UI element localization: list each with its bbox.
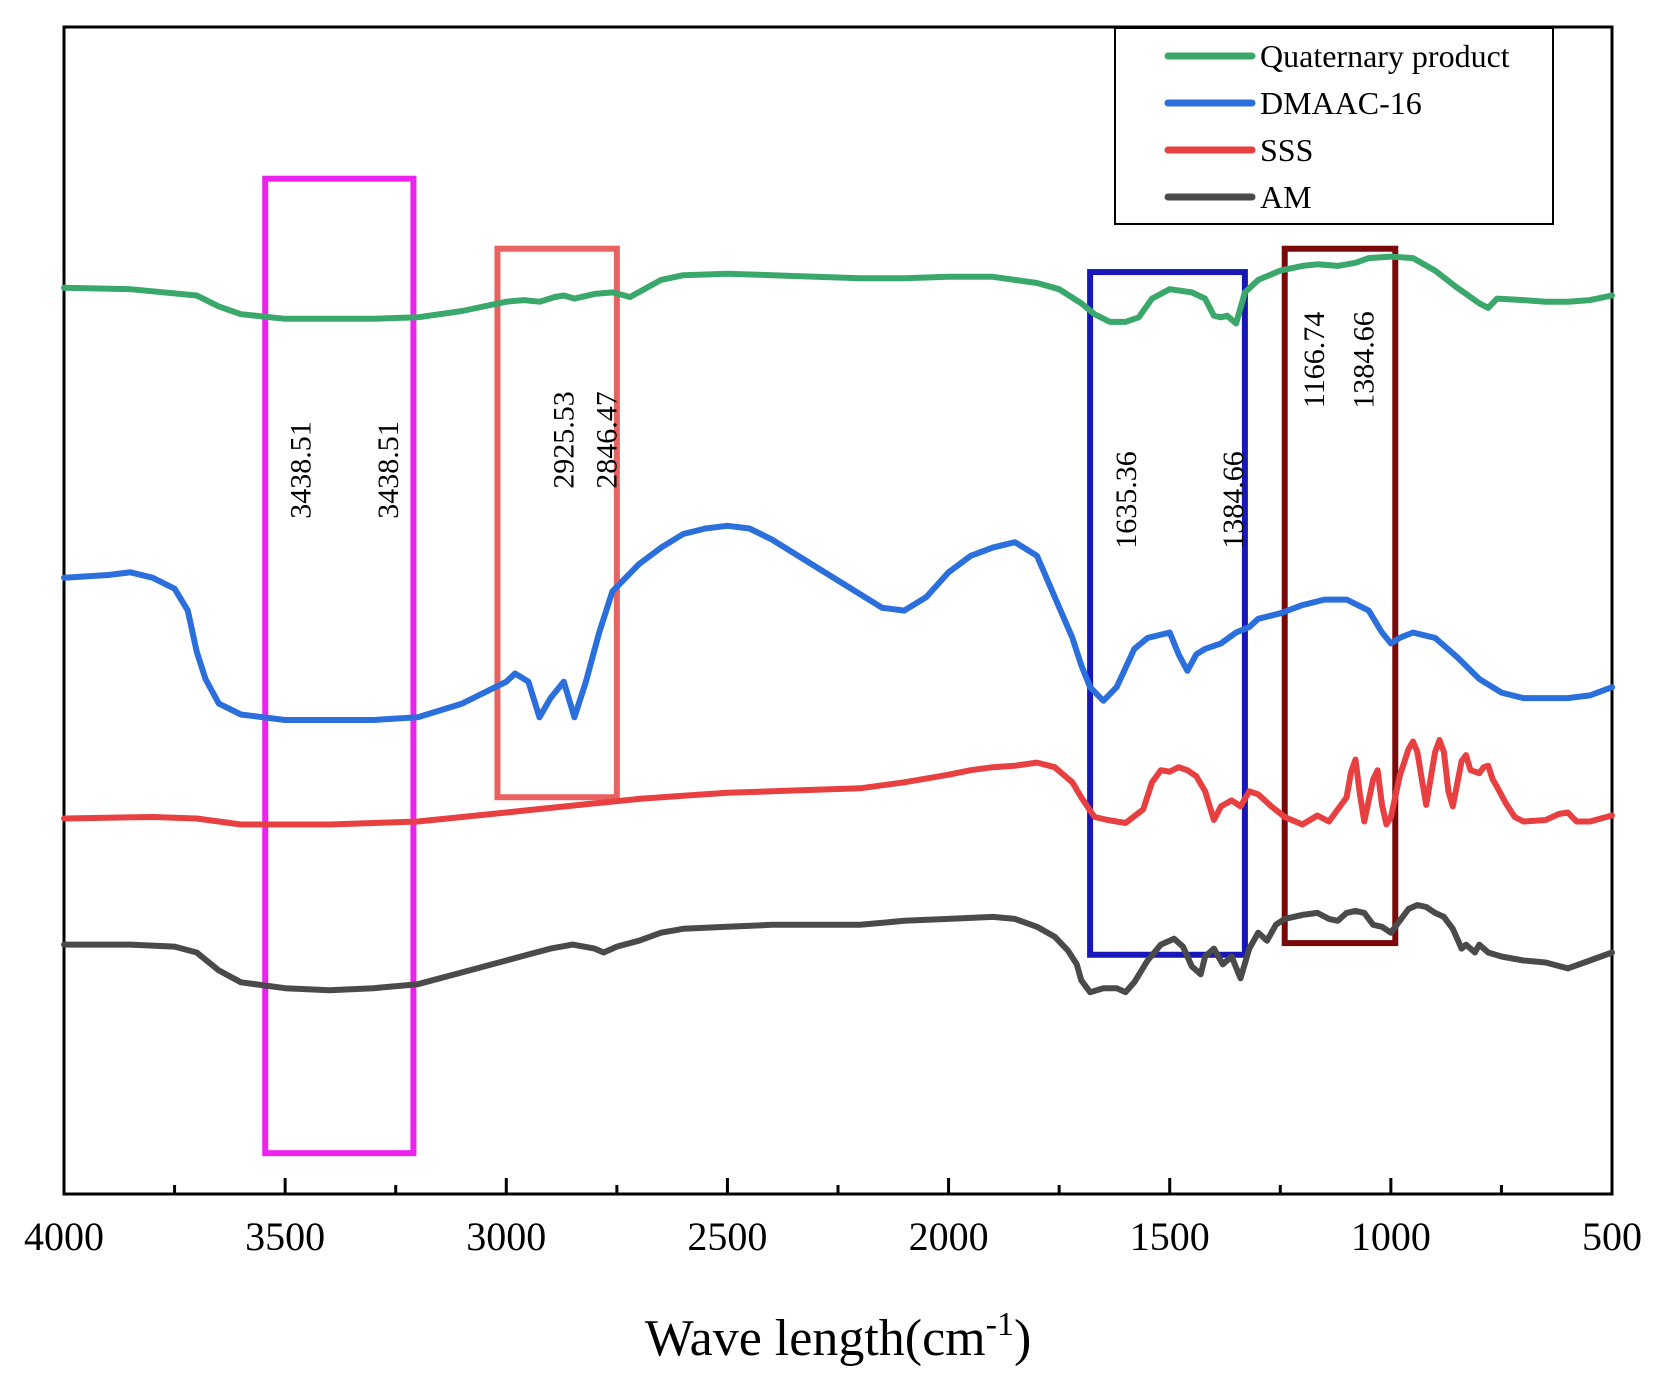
annotation-box-1 xyxy=(262,175,417,1157)
legend-label: AM xyxy=(1260,179,1312,215)
series-line-2 xyxy=(61,522,1615,723)
series-group xyxy=(61,253,1615,996)
peak-labels: 3438.51 3438.51 2925.53 2846.47 1635.36 1384.… xyxy=(285,311,1381,549)
legend: Quaternary product DMAAC-16 SSS AM xyxy=(1114,27,1554,225)
x-tick-labels: 4000 3500 3000 2500 2000 1500 1000 500 xyxy=(24,1214,1642,1259)
x-tick-label: 500 xyxy=(1582,1214,1642,1259)
legend-box xyxy=(1114,27,1554,225)
peak-label: 1166.74 xyxy=(1298,312,1331,408)
x-tick-label: 2500 xyxy=(687,1214,767,1259)
legend-label: DMAAC-16 xyxy=(1260,85,1422,121)
series-line-3 xyxy=(61,737,1615,828)
peak-label: 1384.66 xyxy=(1217,451,1250,549)
legend-items: Quaternary product DMAAC-16 SSS AM xyxy=(1164,38,1510,215)
x-axis-title-close: ) xyxy=(1014,1310,1031,1367)
x-tick-label: 2000 xyxy=(909,1214,989,1259)
x-tick-label: 3000 xyxy=(466,1214,546,1259)
x-ticks xyxy=(62,1178,1614,1194)
x-tick-label: 1500 xyxy=(1130,1214,1210,1259)
x-axis-title: Wave length(cm-1) xyxy=(645,1306,1032,1367)
x-tick-label: 4000 xyxy=(24,1214,104,1259)
peak-label: 2846.47 xyxy=(591,391,624,489)
annotation-boxes xyxy=(262,175,1399,1157)
x-tick-label: 1000 xyxy=(1351,1214,1431,1259)
x-axis-title-superscript: -1 xyxy=(986,1306,1014,1343)
peak-label: 2925.53 xyxy=(548,391,581,489)
series-line-1 xyxy=(61,253,1615,327)
peak-label: 1635.36 xyxy=(1110,451,1143,549)
peak-label: 3438.51 xyxy=(285,421,318,519)
annotation-box-3 xyxy=(1087,269,1248,958)
peak-label: 3438.51 xyxy=(372,421,405,519)
peak-label: 1384.66 xyxy=(1348,311,1381,409)
annotation-box-2 xyxy=(494,245,620,801)
legend-label: Quaternary product xyxy=(1260,38,1510,74)
series-line-4 xyxy=(61,902,1615,996)
x-tick-label: 3500 xyxy=(245,1214,325,1259)
annotation-box-4 xyxy=(1281,245,1399,947)
legend-label: SSS xyxy=(1260,132,1313,168)
